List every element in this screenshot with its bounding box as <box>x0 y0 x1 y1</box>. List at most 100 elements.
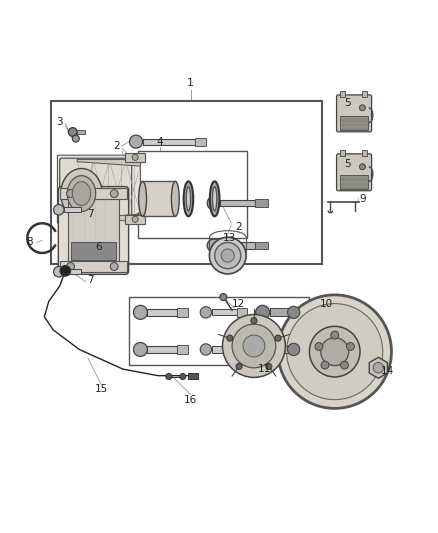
Text: 16: 16 <box>184 394 197 405</box>
Bar <box>71 243 117 260</box>
Bar <box>130 297 308 365</box>
Circle shape <box>309 326 360 377</box>
Text: 7: 7 <box>87 274 93 285</box>
Circle shape <box>373 362 384 373</box>
Circle shape <box>360 164 365 169</box>
Bar <box>177 308 188 317</box>
Bar <box>148 309 177 316</box>
Circle shape <box>209 237 246 274</box>
Circle shape <box>236 364 242 369</box>
Circle shape <box>288 343 300 356</box>
Circle shape <box>346 343 354 350</box>
Text: 7: 7 <box>87 209 93 219</box>
Bar <box>60 188 127 199</box>
Bar <box>125 215 145 224</box>
Polygon shape <box>77 159 141 166</box>
Circle shape <box>72 135 79 142</box>
Polygon shape <box>369 357 388 378</box>
Circle shape <box>134 305 148 319</box>
Bar <box>340 91 345 96</box>
Text: 10: 10 <box>319 298 332 309</box>
Bar <box>138 151 247 238</box>
Circle shape <box>321 338 349 366</box>
Circle shape <box>266 364 272 369</box>
Ellipse shape <box>72 182 91 206</box>
Ellipse shape <box>212 187 217 211</box>
Bar <box>64 269 81 274</box>
Text: 13: 13 <box>223 233 237 243</box>
Polygon shape <box>77 214 141 221</box>
Bar <box>148 346 177 353</box>
Ellipse shape <box>210 181 219 216</box>
Bar <box>220 243 255 248</box>
Circle shape <box>200 306 212 318</box>
Circle shape <box>278 295 392 408</box>
Bar <box>220 200 255 206</box>
Bar <box>340 116 368 130</box>
Ellipse shape <box>171 181 179 216</box>
Circle shape <box>200 344 212 355</box>
Bar <box>64 207 81 212</box>
Circle shape <box>166 374 172 379</box>
Text: 9: 9 <box>360 194 367 204</box>
Circle shape <box>287 304 383 400</box>
Circle shape <box>256 305 270 319</box>
Bar <box>362 91 367 96</box>
Bar <box>237 345 247 354</box>
Circle shape <box>321 361 329 369</box>
Text: 3: 3 <box>57 117 63 127</box>
Circle shape <box>227 335 233 341</box>
Circle shape <box>251 318 257 324</box>
Text: 5: 5 <box>345 159 351 169</box>
Ellipse shape <box>67 176 95 212</box>
Circle shape <box>53 205 64 215</box>
FancyBboxPatch shape <box>58 187 129 274</box>
Circle shape <box>110 190 118 198</box>
Circle shape <box>68 128 77 136</box>
Circle shape <box>53 266 64 277</box>
Bar <box>177 345 188 354</box>
Text: 11: 11 <box>258 364 272 374</box>
Circle shape <box>243 335 265 357</box>
Circle shape <box>207 197 220 210</box>
Text: 5: 5 <box>345 98 351 108</box>
FancyBboxPatch shape <box>60 158 132 222</box>
Circle shape <box>110 263 118 270</box>
Circle shape <box>221 249 234 262</box>
Text: 1: 1 <box>187 78 194 88</box>
Bar <box>143 181 175 216</box>
Bar <box>60 261 127 272</box>
Bar <box>212 309 237 316</box>
Text: 14: 14 <box>381 366 394 376</box>
Circle shape <box>223 314 286 377</box>
Bar <box>77 130 85 134</box>
Text: 2: 2 <box>113 141 120 151</box>
Polygon shape <box>57 155 141 225</box>
Bar <box>212 346 237 352</box>
Circle shape <box>288 306 300 318</box>
Bar <box>51 101 321 264</box>
Circle shape <box>207 239 220 252</box>
Circle shape <box>67 263 74 270</box>
Circle shape <box>180 374 186 379</box>
Bar <box>270 345 293 353</box>
Text: 4: 4 <box>157 137 163 147</box>
Circle shape <box>60 265 71 276</box>
Circle shape <box>331 331 339 339</box>
Bar <box>143 139 195 144</box>
Bar <box>188 373 198 379</box>
Bar <box>195 138 206 146</box>
Bar <box>362 150 367 156</box>
Ellipse shape <box>61 168 102 219</box>
Ellipse shape <box>184 181 193 216</box>
Circle shape <box>130 135 143 148</box>
Text: 6: 6 <box>95 242 102 252</box>
Text: 8: 8 <box>26 238 32 247</box>
Text: 15: 15 <box>95 384 108 394</box>
Bar <box>125 153 145 161</box>
Bar <box>340 175 368 189</box>
Bar <box>340 150 345 156</box>
Circle shape <box>360 105 365 111</box>
Circle shape <box>275 335 281 341</box>
Text: 2: 2 <box>235 222 242 232</box>
